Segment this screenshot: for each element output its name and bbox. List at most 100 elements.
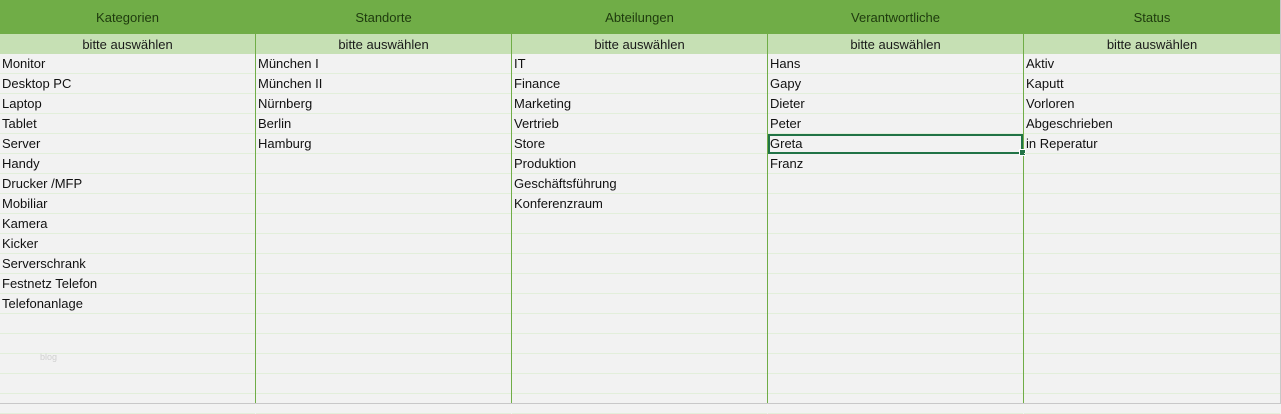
- cell[interactable]: Abgeschrieben: [1024, 114, 1280, 134]
- dropdown-select-cell[interactable]: bitte auswählen: [1024, 34, 1280, 54]
- cell[interactable]: Nürnberg: [256, 94, 511, 114]
- cell[interactable]: München I: [256, 54, 511, 74]
- cell[interactable]: [768, 234, 1023, 254]
- cell[interactable]: [256, 234, 511, 254]
- column-header[interactable]: Abteilungen: [512, 0, 767, 34]
- cell[interactable]: Telefonanlage: [0, 294, 255, 314]
- cell[interactable]: [512, 334, 767, 354]
- cell[interactable]: Franz: [768, 154, 1023, 174]
- cell[interactable]: in Reperatur: [1024, 134, 1280, 154]
- cell[interactable]: [768, 374, 1023, 394]
- cell[interactable]: [512, 214, 767, 234]
- cell[interactable]: [512, 294, 767, 314]
- cell[interactable]: Produktion: [512, 154, 767, 174]
- cell[interactable]: [256, 334, 511, 354]
- cell[interactable]: [512, 354, 767, 374]
- cell[interactable]: [0, 334, 255, 354]
- cell[interactable]: [1024, 394, 1280, 414]
- cell[interactable]: [512, 234, 767, 254]
- dropdown-select-cell[interactable]: bitte auswählen: [0, 34, 255, 54]
- cell[interactable]: [1024, 254, 1280, 274]
- cell[interactable]: Serverschrank: [0, 254, 255, 274]
- cell[interactable]: [768, 314, 1023, 334]
- dropdown-select-cell[interactable]: bitte auswählen: [256, 34, 511, 54]
- cell[interactable]: Gapy: [768, 74, 1023, 94]
- cell[interactable]: [768, 294, 1023, 314]
- cell[interactable]: [256, 314, 511, 334]
- cell[interactable]: Geschäftsführung: [512, 174, 767, 194]
- cell[interactable]: Tablet: [0, 114, 255, 134]
- cell[interactable]: [1024, 214, 1280, 234]
- cell[interactable]: [768, 254, 1023, 274]
- cell[interactable]: Kamera: [0, 214, 255, 234]
- dropdown-select-cell[interactable]: bitte auswählen: [512, 34, 767, 54]
- cell[interactable]: [0, 374, 255, 394]
- cell[interactable]: [0, 354, 255, 374]
- cell[interactable]: IT: [512, 54, 767, 74]
- cell[interactable]: [768, 354, 1023, 374]
- cell[interactable]: [1024, 154, 1280, 174]
- cell[interactable]: Monitor: [0, 54, 255, 74]
- cell[interactable]: [1024, 354, 1280, 374]
- cell[interactable]: [1024, 334, 1280, 354]
- cell[interactable]: Hans: [768, 54, 1023, 74]
- cell[interactable]: [256, 174, 511, 194]
- selected-cell[interactable]: Greta: [768, 134, 1026, 156]
- cell[interactable]: Peter: [768, 114, 1023, 134]
- column-header[interactable]: Kategorien: [0, 0, 255, 34]
- cell[interactable]: [256, 154, 511, 174]
- cell[interactable]: Dieter: [768, 94, 1023, 114]
- cell[interactable]: Handy: [0, 154, 255, 174]
- cell[interactable]: Konferenzraum: [512, 194, 767, 214]
- cell[interactable]: [512, 314, 767, 334]
- cell[interactable]: [256, 214, 511, 234]
- cell[interactable]: Vorloren: [1024, 94, 1280, 114]
- cell[interactable]: Desktop PC: [0, 74, 255, 94]
- cell[interactable]: [512, 374, 767, 394]
- cell[interactable]: [256, 254, 511, 274]
- cell[interactable]: [768, 274, 1023, 294]
- cell[interactable]: [768, 174, 1023, 194]
- cell[interactable]: [768, 214, 1023, 234]
- column-header[interactable]: Status: [1024, 0, 1280, 34]
- cell[interactable]: [1024, 294, 1280, 314]
- dropdown-select-cell[interactable]: bitte auswählen: [768, 34, 1023, 54]
- cell[interactable]: [0, 394, 255, 414]
- cell[interactable]: Vertrieb: [512, 114, 767, 134]
- cell[interactable]: Drucker /MFP: [0, 174, 255, 194]
- cell[interactable]: [1024, 234, 1280, 254]
- cell[interactable]: Finance: [512, 74, 767, 94]
- cell[interactable]: Aktiv: [1024, 54, 1280, 74]
- cell[interactable]: Festnetz Telefon: [0, 274, 255, 294]
- cell[interactable]: [256, 274, 511, 294]
- cell[interactable]: [1024, 274, 1280, 294]
- cell[interactable]: [1024, 314, 1280, 334]
- cell[interactable]: Mobiliar: [0, 194, 255, 214]
- cell[interactable]: [768, 394, 1023, 414]
- cell[interactable]: Store: [512, 134, 767, 154]
- column-header[interactable]: Verantwortliche: [768, 0, 1023, 34]
- cell[interactable]: Marketing: [512, 94, 767, 114]
- cell[interactable]: [768, 194, 1023, 214]
- cell[interactable]: Kicker: [0, 234, 255, 254]
- cell[interactable]: München II: [256, 74, 511, 94]
- cell[interactable]: [0, 314, 255, 334]
- cell[interactable]: [256, 354, 511, 374]
- cell[interactable]: [256, 194, 511, 214]
- cell[interactable]: [512, 254, 767, 274]
- cell[interactable]: Berlin: [256, 114, 511, 134]
- cell[interactable]: [512, 274, 767, 294]
- cell[interactable]: [1024, 174, 1280, 194]
- cell[interactable]: [256, 374, 511, 394]
- column-header[interactable]: Standorte: [256, 0, 511, 34]
- cell[interactable]: Hamburg: [256, 134, 511, 154]
- cell[interactable]: [256, 294, 511, 314]
- cell[interactable]: Laptop: [0, 94, 255, 114]
- cell[interactable]: Kaputt: [1024, 74, 1280, 94]
- cell[interactable]: [1024, 194, 1280, 214]
- cell[interactable]: [512, 394, 767, 414]
- cell[interactable]: Server: [0, 134, 255, 154]
- cell[interactable]: [768, 334, 1023, 354]
- cell[interactable]: [256, 394, 511, 414]
- cell[interactable]: [1024, 374, 1280, 394]
